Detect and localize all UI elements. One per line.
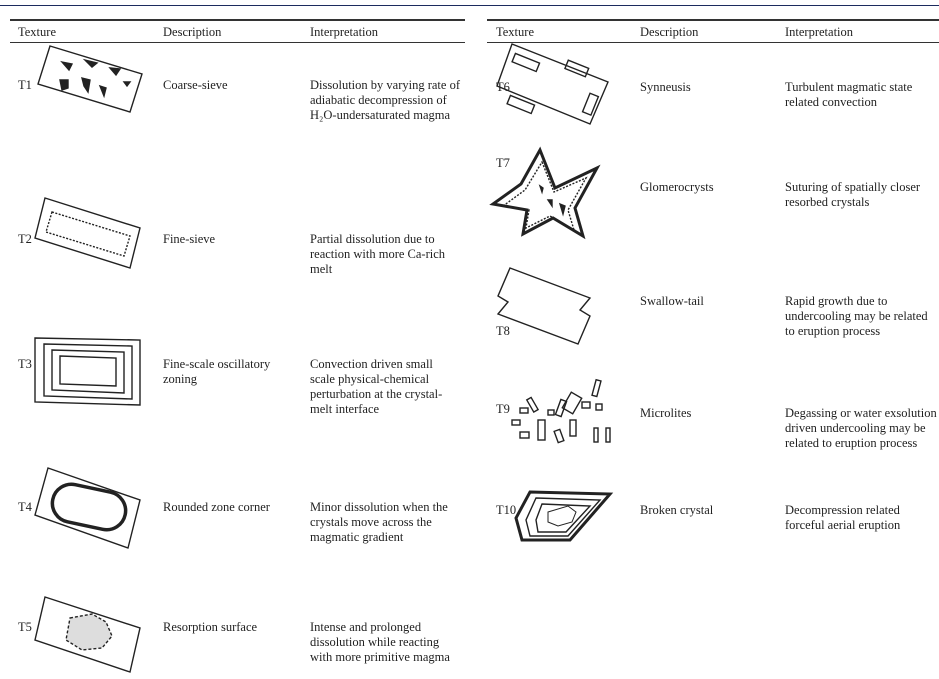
interpretation: Minor dissolution when the crystals move… [310, 500, 448, 544]
texture-label: T10 [496, 503, 517, 517]
interpretation: Decompression related forceful aerial er… [785, 503, 901, 532]
texture-label: T8 [496, 324, 510, 338]
description: Coarse-sieve [163, 78, 228, 92]
texture-label: T7 [496, 156, 510, 170]
sketch-t4 [34, 467, 141, 549]
header-top-rule [487, 19, 939, 21]
description: Broken crystal [640, 503, 714, 517]
description: Swallow-tail [640, 294, 704, 308]
interpretation: Partial dissolution due to reaction with… [310, 232, 446, 276]
description: Resorption surface [163, 620, 258, 634]
interpretation: Convection driven small scale physical-c… [310, 357, 443, 416]
sketch-t2 [34, 197, 141, 269]
column-header: Texture [496, 25, 534, 39]
column-header: Interpretation [310, 25, 379, 39]
sketch-t7 [489, 146, 601, 240]
description: Fine-scale oscillatory zoning [163, 357, 271, 386]
texture-label: T2 [18, 232, 32, 246]
description: Microlites [640, 406, 692, 420]
texture-label: T5 [18, 620, 32, 634]
sketch-t5 [34, 596, 141, 673]
header-bottom-rule [10, 42, 465, 43]
description: Fine-sieve [163, 232, 216, 246]
interpretation: Intense and prolonged dissolution while … [310, 620, 450, 664]
interpretation: Suturing of spatially closer resorbed cr… [785, 180, 921, 209]
description: Glomerocrysts [640, 180, 714, 194]
description: Synneusis [640, 80, 691, 94]
header-bottom-rule [487, 42, 939, 43]
interpretation: Rapid growth due to undercooling may be … [785, 294, 928, 338]
sketch-t1 [37, 45, 143, 113]
column-header: Interpretation [785, 25, 854, 39]
column-header: Description [163, 25, 222, 39]
texture-label: T1 [18, 78, 32, 92]
sketch-t10 [514, 490, 614, 542]
interpretation: Degassing or water exsolution driven und… [785, 406, 937, 450]
header-top-rule [10, 19, 465, 21]
top-rule [0, 5, 939, 6]
interpretation: Turbulent magmatic state related convect… [785, 80, 913, 109]
sketch-t9 [511, 378, 611, 444]
texture-label: T6 [496, 80, 510, 94]
column-header: Texture [18, 25, 56, 39]
texture-label: T3 [18, 357, 32, 371]
texture-label: T4 [18, 500, 32, 514]
description: Rounded zone corner [163, 500, 270, 514]
column-header: Description [640, 25, 699, 39]
interpretation: Dissolution by varying rate of adiabatic… [310, 78, 460, 122]
sketch-t3 [34, 337, 141, 406]
sketch-t6 [496, 43, 609, 125]
texture-label: T9 [496, 402, 510, 416]
sketch-t8 [496, 267, 592, 345]
